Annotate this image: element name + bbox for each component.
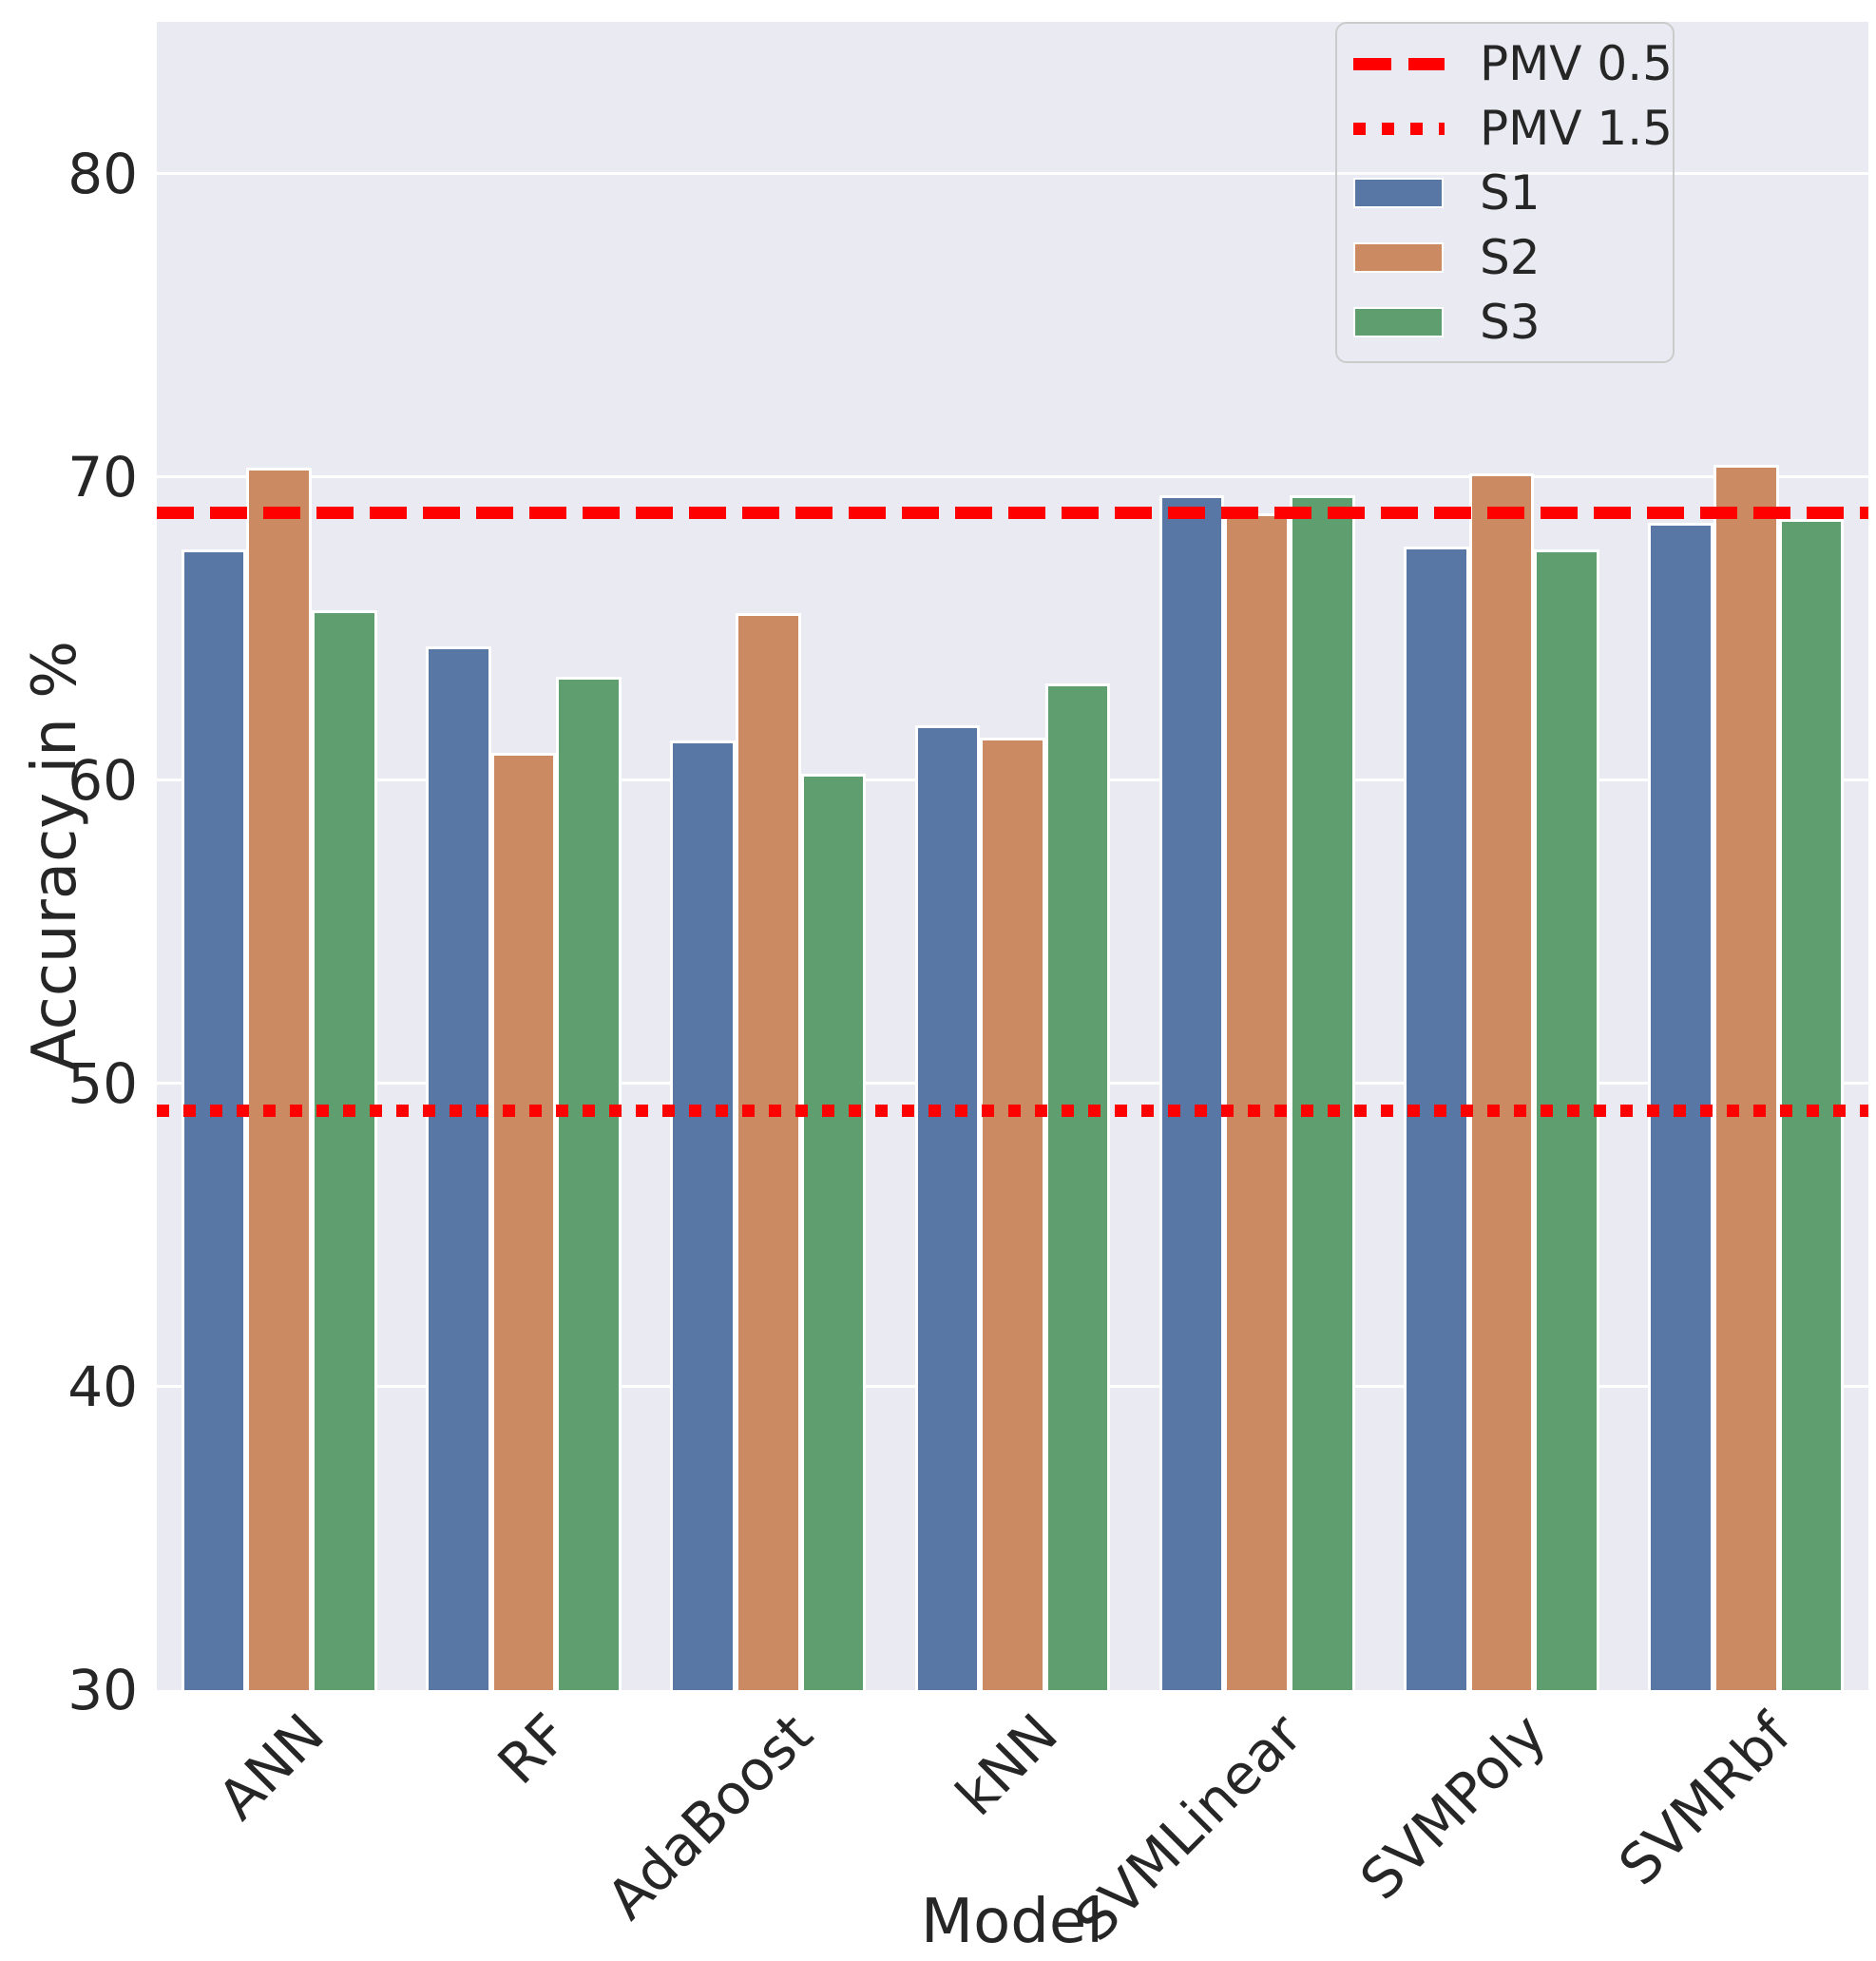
bar-SVMLinear-S2 bbox=[1224, 512, 1291, 1690]
y-tick-label-30: 30 bbox=[67, 1658, 138, 1722]
bar-ANN-S1 bbox=[181, 549, 247, 1690]
gridline-y-70 bbox=[157, 475, 1868, 479]
y-axis-label: Accuracy in % bbox=[20, 640, 90, 1071]
bar-kNN-S3 bbox=[1044, 683, 1111, 1690]
bar-SVMRbf-S2 bbox=[1713, 464, 1779, 1690]
bar-AdaBoost-S1 bbox=[670, 740, 736, 1690]
bar-kNN-S1 bbox=[914, 725, 981, 1690]
legend-row-s2: S2 bbox=[1337, 225, 1673, 290]
x-tick-label-ANN: ANN bbox=[205, 1701, 336, 1833]
legend-label: S1 bbox=[1480, 165, 1541, 221]
ref-line-pmv-1-5 bbox=[157, 1105, 1868, 1118]
plot-area bbox=[157, 22, 1868, 1690]
dotted-line-sample bbox=[1353, 122, 1445, 135]
bar-kNN-S2 bbox=[980, 738, 1045, 1690]
y-tick-label-80: 80 bbox=[67, 141, 138, 206]
legend-row-s3: S3 bbox=[1337, 290, 1673, 355]
color-patch bbox=[1353, 178, 1444, 208]
bar-SVMPoly-S3 bbox=[1534, 549, 1599, 1690]
color-patch bbox=[1353, 307, 1444, 337]
legend-label: S2 bbox=[1480, 230, 1541, 285]
gridline-y-80 bbox=[157, 172, 1868, 176]
legend-row-s1: S1 bbox=[1337, 161, 1673, 225]
dashed-line-sample bbox=[1353, 57, 1445, 70]
legend: PMV 0.5 PMV 1.5 S1 S2 S3 bbox=[1335, 22, 1675, 363]
x-axis-label: Model bbox=[920, 1887, 1104, 1957]
legend-swatch-icon bbox=[1353, 225, 1445, 290]
bar-RF-S3 bbox=[556, 677, 622, 1690]
legend-row-pmv-0-5: PMV 0.5 bbox=[1337, 31, 1673, 96]
bar-SVMLinear-S3 bbox=[1290, 494, 1355, 1690]
y-tick-label-50: 50 bbox=[67, 1050, 138, 1116]
bar-SVMLinear-S1 bbox=[1158, 494, 1225, 1690]
legend-label: PMV 1.5 bbox=[1480, 101, 1673, 156]
bar-AdaBoost-S3 bbox=[800, 774, 867, 1690]
ref-line-pmv-0-5 bbox=[157, 507, 1868, 520]
bar-SVMPoly-S2 bbox=[1468, 473, 1535, 1690]
color-patch bbox=[1353, 242, 1444, 273]
legend-dashed-line-icon bbox=[1353, 31, 1445, 96]
bar-ANN-S2 bbox=[246, 468, 312, 1690]
bar-RF-S2 bbox=[490, 753, 557, 1690]
legend-row-pmv-1-5: PMV 1.5 bbox=[1337, 96, 1673, 161]
legend-label: PMV 0.5 bbox=[1480, 36, 1673, 91]
bar-AdaBoost-S2 bbox=[735, 613, 801, 1690]
bar-SVMPoly-S1 bbox=[1404, 547, 1469, 1690]
legend-swatch-icon bbox=[1353, 290, 1445, 355]
legend-dotted-line-icon bbox=[1353, 96, 1445, 161]
bar-RF-S1 bbox=[426, 646, 491, 1690]
bar-ANN-S3 bbox=[311, 610, 377, 1690]
y-tick-label-40: 40 bbox=[67, 1354, 138, 1419]
legend-label: S3 bbox=[1480, 295, 1541, 350]
legend-swatch-icon bbox=[1353, 161, 1445, 225]
y-tick-label-70: 70 bbox=[67, 444, 138, 509]
y-tick-label-60: 60 bbox=[67, 747, 138, 813]
